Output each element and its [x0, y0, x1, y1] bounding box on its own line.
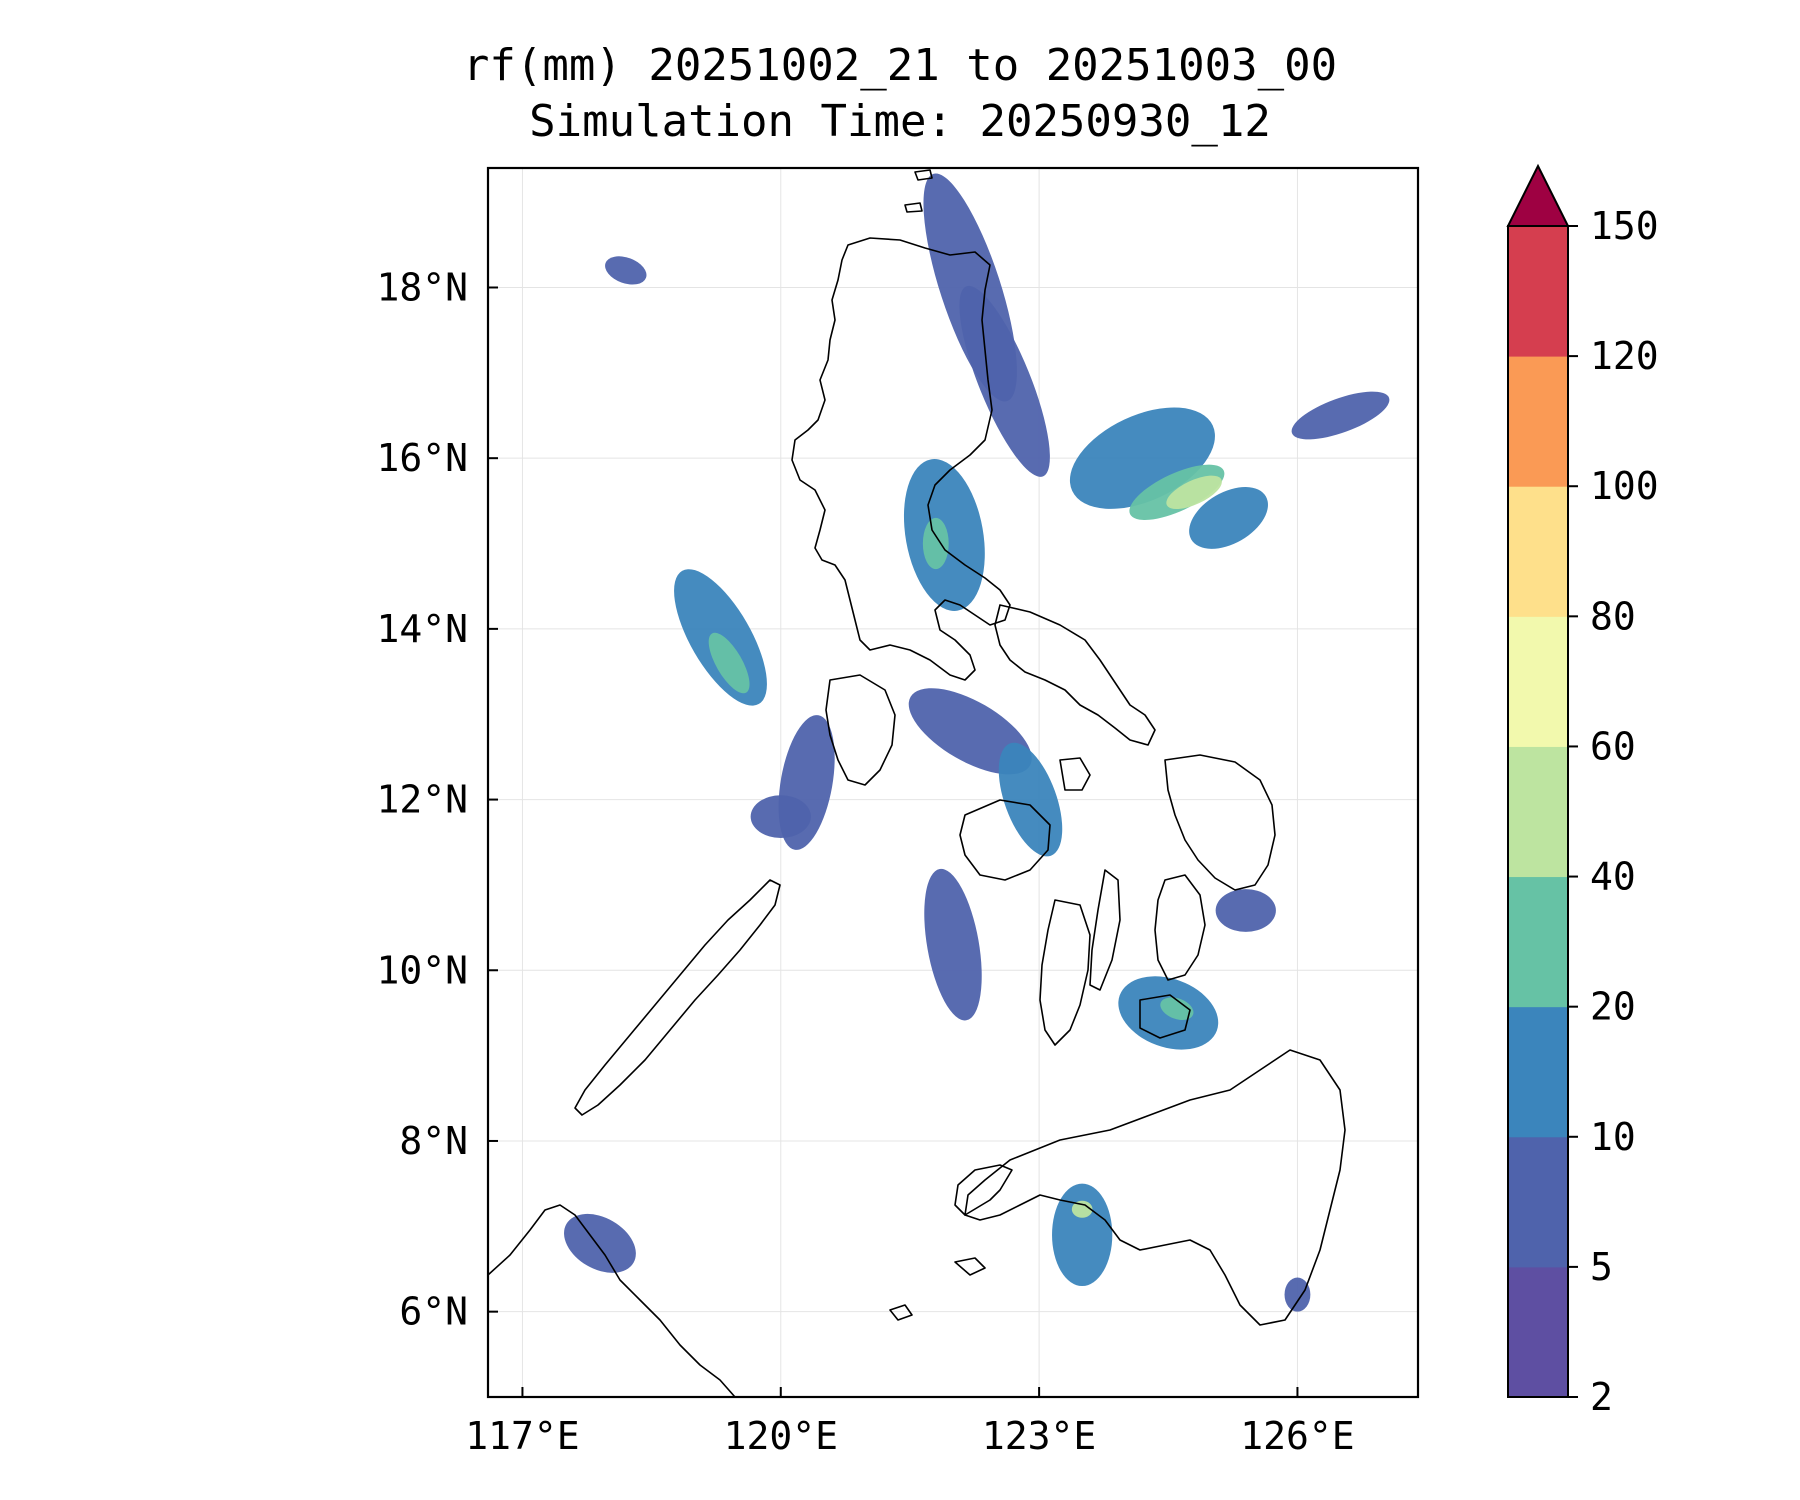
coastlines [488, 169, 1346, 1397]
lon-tick-label: 120°E [724, 1414, 838, 1458]
title-line-1: rf(mm) 20251002_21 to 20251003_00 [462, 40, 1338, 91]
colorbar: 2 5 10 20 40 60 80 100 120 150 [1506, 163, 1659, 1419]
colorbar-tick-label: 20 [1590, 985, 1636, 1029]
leyte-coastline [1154, 874, 1206, 981]
lat-tick-label: 16°N [376, 436, 468, 480]
map-title: rf(mm) 20251002_21 to 20251003_00 Simula… [300, 38, 1500, 150]
colorbar-segment [1508, 746, 1568, 878]
rain-cell [959, 285, 1050, 477]
colorbar-extend-arrow [1506, 163, 1570, 227]
rain-cell [605, 256, 647, 285]
lon-tick-label: 117°E [465, 1414, 579, 1458]
latitude-axis: 6°N 8°N 10°N 12°N 14°N 16°N 18°N [376, 265, 498, 1334]
palawan-coastline [574, 879, 781, 1116]
babuyan-islands [904, 169, 933, 213]
rain-cell [1291, 391, 1390, 440]
longitude-axis: 117°E 120°E 123°E 126°E [465, 1387, 1355, 1458]
rain-cell [924, 868, 982, 1021]
lon-tick-label: 123°E [982, 1414, 1096, 1458]
colorbar-segment [1508, 1266, 1568, 1398]
masbate-coastline [1059, 757, 1091, 791]
gridlines [488, 168, 1418, 1397]
rain-cell [998, 742, 1063, 857]
colorbar-tick-label: 10 [1590, 1115, 1636, 1159]
rain-cell [1160, 997, 1194, 1020]
lat-tick-label: 10°N [376, 948, 468, 992]
lat-tick-label: 14°N [376, 607, 468, 651]
lon-tick-label: 126°E [1240, 1414, 1354, 1458]
lat-tick-label: 8°N [399, 1119, 468, 1163]
colorbar-segment [1508, 1136, 1568, 1268]
mindoro-coastline [825, 674, 896, 786]
luzon-coastline [791, 237, 1011, 681]
lat-tick-label: 6°N [399, 1290, 468, 1334]
colorbar-segment [1508, 1006, 1568, 1138]
colorbar-tick-label: 40 [1590, 855, 1636, 899]
map-frame [486, 166, 1420, 1399]
rain-cell [708, 632, 750, 694]
rain-cell [1284, 1277, 1311, 1312]
rain-cell [1189, 487, 1268, 549]
sulu-islands [889, 1257, 986, 1321]
colorbar-segment [1508, 616, 1568, 747]
borneo-coastline [488, 1204, 736, 1397]
colorbar-tick-label: 2 [1590, 1375, 1613, 1419]
rain-cell [750, 795, 811, 838]
panay-coastline [959, 799, 1051, 881]
lat-tick-label: 12°N [376, 778, 468, 822]
colorbar-segment [1508, 356, 1568, 487]
colorbar-tick-label: 80 [1590, 594, 1636, 638]
map-background [488, 168, 1418, 1397]
rain-cell [908, 688, 1032, 775]
colorbar-segment [1508, 486, 1568, 617]
samar-coastline [1164, 754, 1276, 891]
negros-coastline [1039, 899, 1091, 1046]
cebu-coastline [1089, 869, 1121, 991]
colorbar-segment [1508, 226, 1568, 357]
mindanao-coastline [964, 1049, 1346, 1326]
rainfall-field [564, 173, 1390, 1312]
rain-cell [922, 517, 949, 570]
colorbar-tick-label: 5 [1590, 1245, 1613, 1289]
colorbar-tick-label: 100 [1590, 464, 1659, 508]
title-line-2: Simulation Time: 20250930_12 [529, 96, 1271, 147]
colorbar-tick-label: 150 [1590, 204, 1659, 248]
lat-tick-label: 18°N [376, 265, 468, 309]
bicol-coastline [994, 604, 1156, 746]
rain-cell [1215, 889, 1276, 932]
colorbar-frame [1507, 225, 1569, 1398]
bohol-coastline [1139, 994, 1191, 1039]
zamboanga-coastline [954, 1164, 1013, 1216]
colorbar-tick-label: 60 [1590, 724, 1636, 768]
colorbar-segment [1508, 876, 1568, 1008]
colorbar-tick-label: 120 [1590, 334, 1659, 378]
rain-cell [1071, 1200, 1093, 1218]
rain-cell [564, 1213, 636, 1273]
rain-cell [1166, 475, 1222, 510]
rain-cell [1052, 1183, 1113, 1287]
